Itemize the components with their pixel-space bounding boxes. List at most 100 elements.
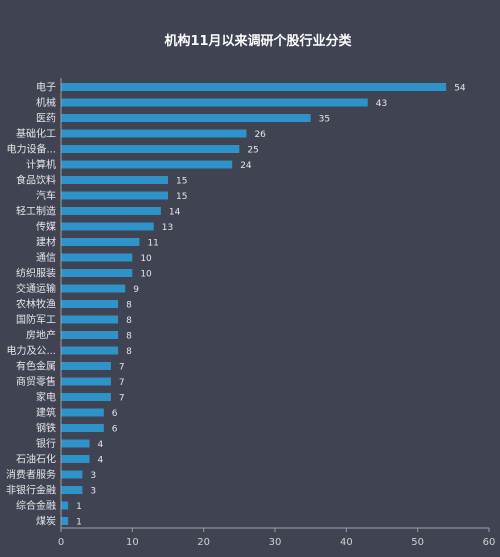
category-label: 汽车	[36, 189, 56, 202]
bar	[61, 176, 168, 184]
x-tick-label: 20	[197, 537, 210, 548]
bar	[61, 222, 154, 231]
value-label: 7	[119, 394, 125, 404]
category-label: 煤炭	[36, 515, 56, 528]
x-tick-label: 0	[58, 537, 64, 548]
x-tick-label: 60	[483, 537, 496, 548]
category-label: 有色金属	[16, 360, 56, 373]
value-label: 10	[140, 254, 152, 264]
x-tick-label: 50	[411, 537, 424, 548]
category-label: 机械	[36, 96, 56, 109]
value-label: 8	[126, 301, 132, 311]
value-label: 10	[140, 270, 152, 280]
category-label: 医药	[36, 113, 56, 125]
value-label: 4	[98, 456, 104, 466]
bar	[61, 362, 111, 370]
bar	[61, 253, 133, 262]
bar	[61, 238, 140, 246]
value-label: 8	[126, 347, 132, 357]
bar	[61, 315, 119, 324]
bar	[61, 346, 119, 355]
value-label: 3	[90, 471, 96, 481]
value-label: 13	[162, 223, 173, 233]
category-label: 综合金融	[16, 499, 56, 512]
bars-group	[61, 83, 447, 525]
bar	[61, 486, 83, 494]
category-label: 钢铁	[36, 422, 56, 435]
value-label: 25	[247, 146, 258, 156]
value-label: 4	[98, 440, 104, 450]
value-labels-group: 5443352625241515141311101098888777664433…	[76, 84, 466, 528]
value-label: 1	[76, 502, 82, 512]
bar	[61, 470, 83, 479]
bar	[61, 207, 161, 215]
category-label: 电力及公...	[6, 344, 56, 357]
value-label: 15	[176, 177, 187, 187]
category-label: 石油石化	[16, 453, 56, 466]
value-label: 1	[76, 518, 82, 528]
category-label: 通信	[36, 252, 56, 264]
value-label: 54	[454, 84, 466, 94]
category-label: 非银行金融	[6, 484, 56, 497]
bar	[61, 393, 111, 401]
bar	[61, 300, 119, 308]
bar	[61, 455, 90, 463]
x-tick-label: 40	[340, 537, 353, 548]
bar	[61, 269, 133, 277]
category-label: 电子	[36, 81, 56, 94]
value-label: 8	[126, 332, 132, 342]
bar	[61, 191, 168, 200]
value-label: 11	[147, 239, 158, 249]
value-label: 14	[169, 208, 181, 218]
category-label: 消费者服务	[6, 468, 56, 481]
category-label: 食品饮料	[16, 174, 56, 187]
value-label: 43	[376, 99, 387, 109]
category-label: 银行	[36, 437, 56, 450]
value-label: 24	[240, 161, 252, 171]
category-label: 纺织服装	[16, 267, 56, 280]
category-label: 交通运输	[16, 282, 56, 295]
bar	[61, 114, 311, 122]
bar	[61, 284, 126, 293]
axes-group: 0 10 20 30 40 50 60	[58, 78, 496, 548]
value-label: 6	[112, 409, 118, 419]
bar	[61, 377, 111, 386]
category-label: 轻工制造	[16, 205, 56, 218]
category-label: 传媒	[36, 221, 56, 233]
value-label: 8	[126, 316, 132, 326]
value-label: 7	[119, 378, 125, 388]
x-tick-label: 10	[126, 537, 139, 548]
bar	[61, 83, 447, 91]
value-label: 3	[90, 487, 96, 497]
category-label: 房地产	[26, 329, 56, 342]
value-label: 35	[319, 115, 330, 125]
chart-title: 机构11月以来调研个股行业分类	[164, 33, 352, 49]
value-label: 7	[119, 363, 125, 373]
x-tick-label: 30	[269, 537, 282, 548]
bar	[61, 160, 233, 169]
bar	[61, 331, 119, 339]
category-label: 计算机	[26, 158, 56, 171]
category-label: 农林牧渔	[16, 298, 56, 311]
category-label: 电力设备...	[6, 143, 56, 156]
bar	[61, 439, 90, 448]
category-label: 国防军工	[16, 313, 56, 326]
category-label: 商贸零售	[16, 375, 56, 388]
bar	[61, 129, 247, 138]
category-label: 建材	[36, 236, 56, 249]
bar	[61, 408, 104, 417]
value-label: 6	[112, 425, 118, 435]
bar	[61, 424, 104, 432]
category-label: 建筑	[36, 406, 56, 419]
value-label: 9	[133, 285, 139, 295]
value-label: 26	[254, 130, 266, 140]
bar	[61, 145, 240, 153]
bar	[61, 501, 69, 510]
category-label: 基础化工	[16, 127, 56, 140]
value-label: 15	[176, 192, 187, 202]
bar	[61, 98, 368, 107]
bar	[61, 517, 69, 525]
category-label: 家电	[36, 391, 56, 404]
